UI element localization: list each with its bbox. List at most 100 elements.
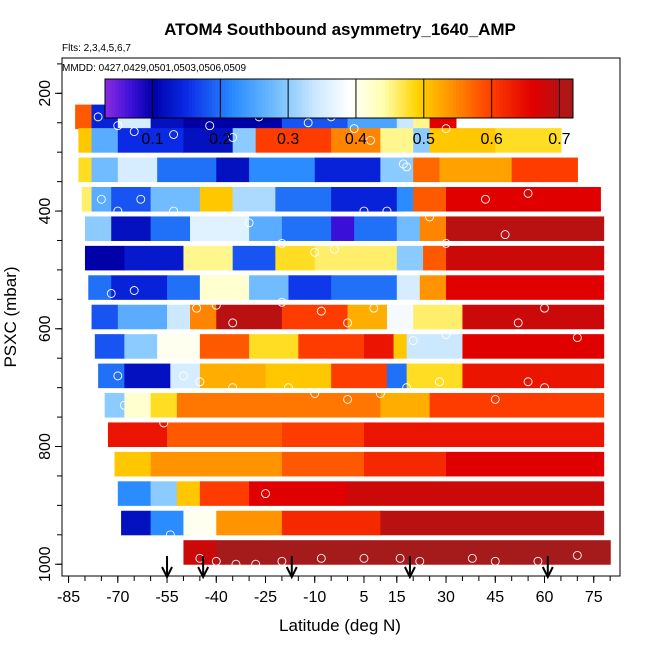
heat-cell xyxy=(347,304,388,330)
observation-point xyxy=(441,238,451,248)
colorbar-cell xyxy=(462,79,467,118)
heat-cell xyxy=(111,216,152,241)
observation-point xyxy=(228,383,238,393)
colorbar-cell xyxy=(265,79,270,118)
heat-cell xyxy=(396,275,421,300)
heat-cell xyxy=(386,304,414,330)
observation-point xyxy=(96,194,106,204)
colorbar-cell xyxy=(355,79,360,118)
colorbar-cell xyxy=(292,79,297,118)
colorbar-cell xyxy=(215,79,220,118)
heat-cell xyxy=(446,245,605,271)
observation-point xyxy=(359,553,369,563)
heat-cell xyxy=(298,334,365,359)
heat-cell xyxy=(249,275,290,300)
heat-cell xyxy=(413,187,447,212)
heat-cell xyxy=(183,510,217,536)
colorbar-cell xyxy=(168,79,173,118)
observation-point xyxy=(343,318,353,328)
colorbar-cell xyxy=(539,79,544,118)
observation-point xyxy=(113,371,123,381)
colorbar-cell xyxy=(519,79,524,118)
heat-cell xyxy=(331,275,398,300)
heat-cell xyxy=(117,128,185,153)
colorbar-cell xyxy=(359,79,363,118)
colorbar-cell xyxy=(205,79,210,118)
colorbar-cell xyxy=(566,79,571,118)
plot-frame xyxy=(61,57,621,577)
heat-cell xyxy=(199,481,250,506)
colorbar-cell xyxy=(315,79,320,118)
colorbar-cell xyxy=(248,79,253,118)
heat-cell xyxy=(167,304,191,330)
flight-arrow-head xyxy=(404,566,416,580)
heat-cell xyxy=(439,157,513,183)
colorbar-cell xyxy=(255,79,260,118)
heat-cell xyxy=(255,128,332,153)
observation-point xyxy=(106,289,116,298)
colorbar-cell xyxy=(382,79,387,118)
heat-cell xyxy=(419,275,447,300)
colorbar-cell xyxy=(342,79,347,118)
flight-arrow xyxy=(404,556,416,580)
colorbar-cell xyxy=(425,79,430,118)
flight-arrow-head xyxy=(541,566,554,580)
observation-point xyxy=(159,418,169,428)
colorbar-cell xyxy=(369,79,373,118)
heat-cell xyxy=(150,481,178,506)
heat-cell xyxy=(199,275,250,300)
x-tick-label: -25 xyxy=(254,589,277,606)
heat-cell xyxy=(111,275,168,300)
heat-cell xyxy=(167,422,283,447)
heat-cell xyxy=(216,157,250,183)
heat-cell xyxy=(98,363,125,389)
observation-point xyxy=(375,389,385,398)
heat-cell xyxy=(232,187,276,212)
colorbar-cell xyxy=(466,79,470,118)
colorbar-cell xyxy=(288,79,293,118)
heat-cell xyxy=(281,422,365,447)
colorbar-cell xyxy=(449,79,454,118)
observation-point xyxy=(119,400,129,410)
colorbar-cell xyxy=(111,79,116,118)
observation-point xyxy=(382,206,392,216)
colorbar-cell xyxy=(506,79,510,118)
colorbar-cell xyxy=(339,79,343,118)
heat-cell xyxy=(446,275,605,300)
colorbar-cell xyxy=(559,79,564,118)
observation-point xyxy=(169,130,179,139)
colorbar-cell xyxy=(211,79,216,118)
observation-point xyxy=(284,383,293,393)
observation-point xyxy=(408,336,418,345)
observation-point xyxy=(441,124,451,134)
colorbar-cell xyxy=(201,79,206,118)
observation-point xyxy=(165,530,175,540)
heat-cell xyxy=(167,275,201,300)
colorbar-cell xyxy=(569,79,574,118)
colorbar-cell xyxy=(352,79,357,118)
heat-cell xyxy=(84,216,112,241)
observation-point xyxy=(349,124,359,134)
observation-point xyxy=(277,297,287,307)
heat-cell xyxy=(429,128,496,153)
colorbar-cell xyxy=(529,79,534,118)
colorbar-cell xyxy=(188,79,193,118)
colorbar-cell xyxy=(158,79,163,118)
observation-point xyxy=(572,550,582,560)
heat-cell xyxy=(413,128,431,153)
colorbar-cell xyxy=(135,79,139,118)
colorbar-cell xyxy=(195,79,200,118)
colorbar-cell xyxy=(282,79,287,118)
heat-cell xyxy=(94,334,125,359)
observation-point xyxy=(136,194,146,204)
colorbar-cell xyxy=(222,79,226,118)
colorbar-cell xyxy=(409,79,414,118)
heat-cell xyxy=(363,334,395,359)
flight-arrow xyxy=(197,556,210,580)
x-tick-label: 30 xyxy=(437,589,455,606)
colorbar-cell xyxy=(125,79,129,118)
colorbar-cell xyxy=(161,79,166,118)
observation-point xyxy=(500,230,510,240)
heat-cell xyxy=(331,187,398,212)
